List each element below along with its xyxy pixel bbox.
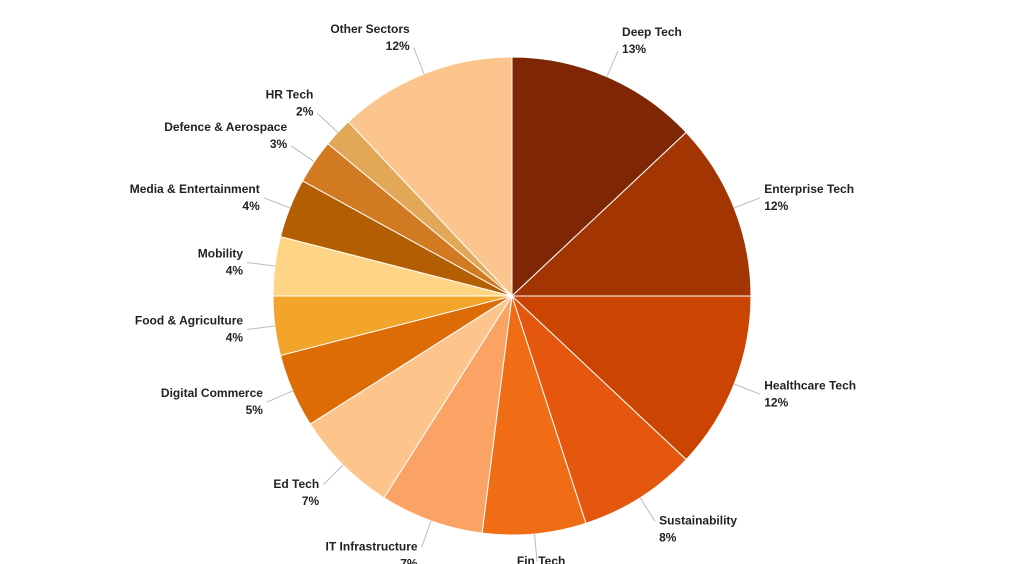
slice-label: Digital Commerce [161,386,263,400]
slice-label: IT Infrastructure [326,539,418,553]
pie-slice [309,295,513,499]
leader-line [413,47,425,74]
leader-line [734,383,761,395]
leader-line [263,197,290,209]
slice-value-label: 4% [242,199,260,213]
slice-label: Other Sectors [330,22,410,36]
slice-label: Fin Tech [517,554,565,564]
leader-line [606,50,619,77]
slice-label: Mobility [198,247,244,261]
slice-value-label: 4% [226,264,244,278]
slice-label: Deep Tech [622,25,682,39]
slice-value-label: 12% [764,395,788,409]
slice-label: Healthcare Tech [764,378,856,392]
leader-line [322,464,344,486]
slice-value-label: 7% [302,494,320,508]
leader-line [266,390,293,403]
leader-line [734,197,761,209]
slice-label: HR Tech [266,87,314,101]
slice-label: Ed Tech [273,477,319,491]
leader-line [533,533,538,562]
leader-line [317,112,339,133]
slice-label: Food & Agriculture [135,314,244,328]
slice-value-label: 12% [764,199,788,213]
slice-value-label: 7% [400,556,418,564]
slice-value-label: 13% [622,42,646,56]
pie-slice [481,295,587,536]
slice-label: Sustainability [659,514,737,528]
leader-line [247,325,275,330]
pie-slice [383,295,513,534]
slice-label: Defence & Aerospace [164,120,287,134]
slice-label: Enterprise Tech [764,182,854,196]
slice-value-label: 8% [659,531,677,545]
leader-line [421,520,432,548]
slice-value-label: 2% [296,104,314,118]
leader-line [247,262,275,267]
slice-value-label: 12% [386,39,410,53]
leader-line [290,145,315,163]
slice-value-label: 5% [246,403,264,417]
slice-value-label: 4% [226,331,244,345]
slice-value-label: 3% [270,137,288,151]
slice-label: Media & Entertainment [130,182,260,196]
leader-line [639,497,656,522]
